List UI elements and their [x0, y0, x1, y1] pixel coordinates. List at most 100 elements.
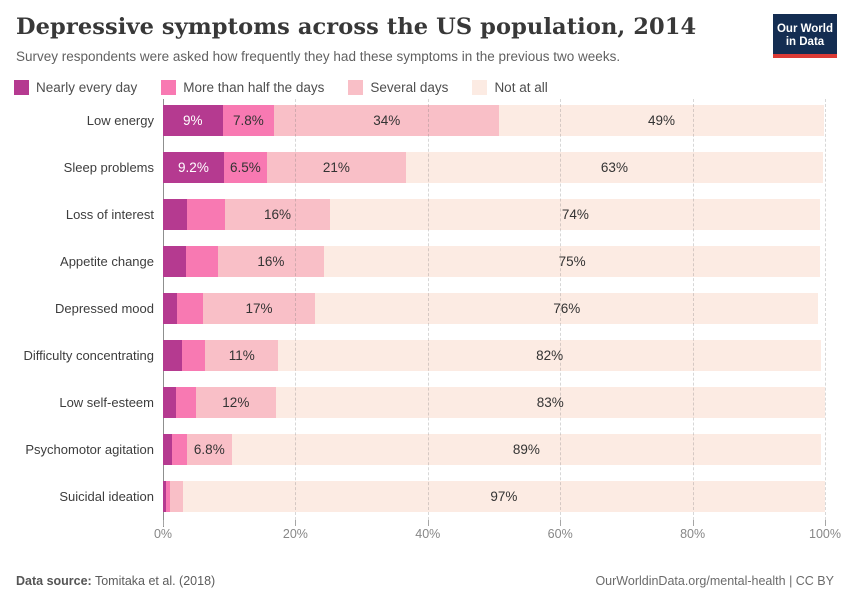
- legend-item[interactable]: Nearly every day: [14, 80, 137, 95]
- bar-segment-label: 16%: [263, 207, 292, 222]
- bar-segment[interactable]: 12%: [196, 387, 276, 418]
- bar-track: 97%: [163, 481, 825, 512]
- bar-segment[interactable]: 74%: [330, 199, 821, 230]
- bar-segment[interactable]: 49%: [499, 105, 824, 136]
- chart-row: Depressed mood 17% 76%: [0, 285, 850, 332]
- chart-row: Sleep problems 9.2% 6.5% 21% 63%: [0, 144, 850, 191]
- bar-track: 9% 7.8% 34% 49%: [163, 105, 825, 136]
- row-label: Depressed mood: [55, 301, 154, 316]
- owid-logo: Our World in Data: [773, 14, 837, 58]
- legend-swatch: [348, 80, 364, 95]
- bar-segment-label: 21%: [322, 160, 350, 175]
- bar-segment[interactable]: [171, 434, 187, 465]
- axis-tick-label: 0%: [153, 527, 173, 541]
- bar-segment-label: 89%: [512, 442, 540, 457]
- bar-segment[interactable]: [187, 199, 225, 230]
- legend-item-label: Nearly every day: [36, 80, 138, 95]
- bar-track: 9.2% 6.5% 21% 63%: [163, 152, 825, 183]
- bar-segment[interactable]: [176, 293, 203, 324]
- bar-segment[interactable]: [163, 387, 177, 418]
- bar-segment[interactable]: 7.8%: [222, 105, 275, 136]
- bar-segment[interactable]: [163, 293, 177, 324]
- bar-segment-label: 75%: [558, 254, 586, 269]
- bar-track: 12% 83%: [163, 387, 825, 418]
- bar-segment[interactable]: 16%: [224, 199, 331, 230]
- bar-segment-label: 6.5%: [230, 160, 261, 175]
- x-axis: 0% 20% 40% 60% 80% 100%: [0, 520, 850, 546]
- bar-segment[interactable]: 89%: [231, 434, 821, 465]
- chart-row: Low energy 9% 7.8% 34% 49%: [0, 97, 850, 144]
- row-label: Difficulty concentrating: [23, 348, 154, 363]
- axis-tick: [692, 520, 694, 526]
- bar-segment-label: 76%: [553, 301, 581, 316]
- bar-segment[interactable]: [163, 246, 186, 277]
- bar-segment-label: 97%: [490, 489, 518, 504]
- bar-segment-label: 82%: [536, 348, 564, 363]
- bar-segment[interactable]: 9%: [163, 105, 223, 136]
- footer: Data source: Tomitaka et al. (2018) OurW…: [16, 574, 834, 588]
- bar-track: 16% 75%: [163, 246, 825, 277]
- row-label: Suicidal ideation: [59, 489, 154, 504]
- bar-segment[interactable]: 76%: [315, 293, 819, 324]
- bar-segment[interactable]: [176, 387, 197, 418]
- bar-segment[interactable]: 9.2%: [163, 152, 224, 183]
- chart-subtitle: Survey respondents were asked how freque…: [16, 49, 621, 64]
- row-label: Low energy: [86, 113, 154, 128]
- bar-segment-label: 9%: [183, 113, 203, 128]
- header: Depressive symptoms across the US popula…: [0, 0, 850, 64]
- bar-segment-label: 16%: [257, 254, 285, 269]
- bar-track: 16% 74%: [163, 199, 825, 230]
- chart-row: Difficulty concentrating 11% 82%: [0, 332, 850, 379]
- bar-segment[interactable]: 34%: [274, 105, 500, 136]
- bar-segment[interactable]: 6.5%: [223, 152, 267, 183]
- axis-tick-label: 100%: [809, 527, 841, 541]
- bar-segment[interactable]: 97%: [182, 481, 825, 512]
- axis-tick-label: 80%: [680, 527, 706, 541]
- axis-spacer: [0, 520, 163, 546]
- legend-swatch: [161, 80, 177, 95]
- bar-track: 17% 76%: [163, 293, 825, 324]
- bar-segment[interactable]: [165, 481, 170, 512]
- legend-item[interactable]: Several days: [348, 80, 448, 95]
- legend-item[interactable]: More than half the days: [161, 80, 324, 95]
- footer-credit-link[interactable]: OurWorldinData.org/mental-health | CC BY: [595, 574, 834, 588]
- bar-segment[interactable]: 75%: [323, 246, 821, 277]
- row-label: Sleep problems: [63, 160, 154, 175]
- legend-item-label: Several days: [370, 80, 449, 95]
- bar-segment-label: 12%: [222, 395, 250, 410]
- chart-title: Depressive symptoms across the US popula…: [16, 14, 697, 40]
- bar-segment-label: 74%: [561, 207, 589, 222]
- row-label: Loss of interest: [65, 207, 154, 222]
- bar-segment[interactable]: [163, 434, 172, 465]
- bar-segment[interactable]: 17%: [202, 293, 316, 324]
- bar-segment-label: 9.2%: [178, 160, 209, 175]
- axis-tick: [427, 520, 429, 526]
- legend-item-label: Not at all: [494, 80, 548, 95]
- bar-segment[interactable]: [185, 246, 218, 277]
- bar-segment[interactable]: 16%: [217, 246, 324, 277]
- bar-segment[interactable]: [163, 481, 166, 512]
- bar-segment[interactable]: [163, 340, 182, 371]
- bar-segment-label: 83%: [536, 395, 564, 410]
- bar-segment[interactable]: 11%: [205, 340, 279, 371]
- bar-segment[interactable]: [163, 199, 188, 230]
- logo-line1: Our World: [776, 22, 833, 35]
- axis-tick: [163, 520, 164, 526]
- bar-track: 6.8% 89%: [163, 434, 825, 465]
- row-label: Low self-esteem: [59, 395, 154, 410]
- bar-segment[interactable]: 6.8%: [186, 434, 232, 465]
- chart-row: Appetite change 16% 75%: [0, 238, 850, 285]
- bar-segment[interactable]: [181, 340, 206, 371]
- axis-tick: [560, 520, 562, 526]
- bar-segment[interactable]: 83%: [275, 387, 825, 418]
- bar-segment-label: 49%: [647, 113, 675, 128]
- row-label: Psychomotor agitation: [25, 442, 154, 457]
- bar-segment[interactable]: 63%: [405, 152, 823, 183]
- bar-segment[interactable]: [169, 481, 183, 512]
- bar-segment[interactable]: 82%: [278, 340, 821, 371]
- chart: Low energy 9% 7.8% 34% 49% Sleep problems 9.2%…: [0, 97, 850, 546]
- legend-item[interactable]: Not at all: [472, 80, 548, 95]
- bar-segment[interactable]: 21%: [266, 152, 406, 183]
- chart-row: Suicidal ideation 97%: [0, 473, 850, 520]
